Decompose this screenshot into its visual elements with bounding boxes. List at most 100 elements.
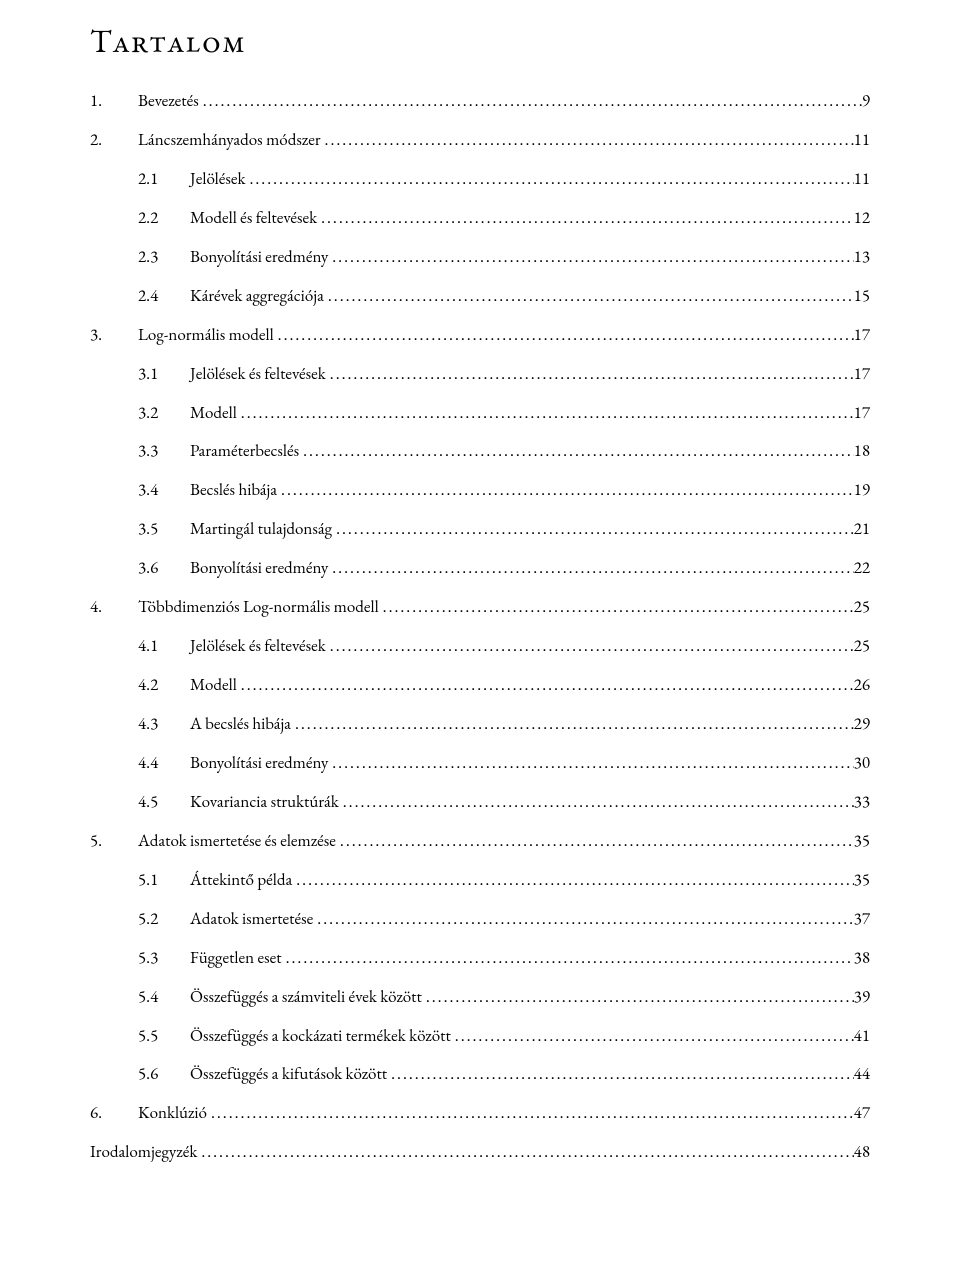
toc-entry-page: 21 (854, 518, 870, 541)
toc-leader-dots (282, 947, 854, 970)
toc-leader-dots (379, 596, 854, 619)
toc-entry[interactable]: 1.Bevezetés 9 (90, 90, 870, 113)
toc-entry-page: 22 (854, 557, 870, 580)
toc-entry-page: 18 (854, 440, 870, 463)
toc-entry-page: 12 (854, 207, 870, 230)
toc-entry-text: Jelölések és feltevések (190, 363, 326, 386)
toc-entry-page: 17 (854, 324, 870, 347)
toc-entry-page: 17 (854, 402, 870, 425)
toc-leader-dots (291, 713, 854, 736)
toc-leader-dots (317, 207, 854, 230)
toc-entry-page: 11 (854, 129, 870, 152)
toc-entry-text: Modell (190, 402, 237, 425)
toc-entry-page: 33 (854, 791, 870, 814)
toc-entry-text: Irodalomjegyzék (90, 1141, 197, 1164)
toc-entry-text: Bevezetés (138, 90, 199, 113)
toc-entry[interactable]: 2.1Jelölések11 (90, 168, 870, 191)
toc-entry-number: 5.2 (138, 908, 190, 931)
toc-entry-number: 3.4 (138, 479, 190, 502)
toc-entry-text: Jelölések (190, 168, 245, 191)
toc-entry[interactable]: Irodalomjegyzék48 (90, 1141, 870, 1164)
toc-entry[interactable]: 3.2Modell 17 (90, 402, 870, 425)
toc-entry-text: Összefüggés a kifutások között (190, 1063, 387, 1086)
toc-entry-number: 3.6 (138, 557, 190, 580)
toc-entry-number: 4.2 (138, 674, 190, 697)
toc-entry-number: 2.1 (138, 168, 190, 191)
toc-entry[interactable]: 5.Adatok ismertetése és elemzése35 (90, 830, 870, 853)
toc-entry[interactable]: 5.3Független eset38 (90, 947, 870, 970)
toc-entry[interactable]: 2.2Modell és feltevések 12 (90, 207, 870, 230)
toc-entry[interactable]: 4.3A becslés hibája29 (90, 713, 870, 736)
toc-entry-number: 2.2 (138, 207, 190, 230)
toc-leader-dots (328, 246, 853, 269)
toc-leader-dots (387, 1063, 854, 1086)
toc-entry[interactable]: 5.1Áttekintő példa35 (90, 869, 870, 892)
toc-entry[interactable]: 2.Láncszemhányados módszer11 (90, 129, 870, 152)
toc-entry-number: 3.2 (138, 402, 190, 425)
toc-entry-text: Konklúzió (138, 1102, 207, 1125)
toc-entry-text: Modell és feltevések (190, 207, 317, 230)
toc-leader-dots (299, 440, 854, 463)
toc-entry-page: 17 (854, 363, 870, 386)
toc-entry-text: Kárévek aggregációja (190, 285, 324, 308)
toc-entry-number: 3.1 (138, 363, 190, 386)
toc-entry-page: 25 (854, 635, 870, 658)
toc-entry[interactable]: 4.5Kovariancia struktúrák33 (90, 791, 870, 814)
toc-leader-dots (199, 90, 862, 113)
toc-entry-text: Jelölések és feltevések (190, 635, 326, 658)
toc-entry[interactable]: 5.4Összefüggés a számviteli évek között3… (90, 986, 870, 1009)
toc-entry[interactable]: 3.3Paraméterbecslés18 (90, 440, 870, 463)
toc-entry[interactable]: 3.1Jelölések és feltevések 17 (90, 363, 870, 386)
toc-entry-page: 13 (854, 246, 870, 269)
toc-entry-number: 3.5 (138, 518, 190, 541)
toc-entry-number: 4.1 (138, 635, 190, 658)
toc-leader-dots (292, 869, 853, 892)
toc-entry-text: Paraméterbecslés (190, 440, 299, 463)
toc-leader-dots (328, 752, 853, 775)
toc-entry-page: 9 (862, 90, 870, 113)
toc-entry-page: 41 (854, 1025, 870, 1048)
toc-entry[interactable]: 5.6Összefüggés a kifutások között44 (90, 1063, 870, 1086)
toc-leader-dots (332, 518, 854, 541)
toc-entry[interactable]: 2.3Bonyolítási eredmény13 (90, 246, 870, 269)
toc-entry-page: 39 (854, 986, 870, 1009)
toc-title: Tartalom (90, 20, 870, 62)
page: Tartalom 1.Bevezetés92.Láncszemhányados … (0, 0, 960, 1270)
toc-leader-dots (245, 168, 853, 191)
toc-entry-text: Független eset (190, 947, 282, 970)
toc-entry-text: Adatok ismertetése és elemzése (138, 830, 336, 853)
toc-leader-dots (313, 908, 853, 931)
toc-entry-number: 4. (90, 596, 138, 619)
toc-entry-text: Kovariancia struktúrák (190, 791, 339, 814)
toc-entry[interactable]: 2.4Kárévek aggregációja15 (90, 285, 870, 308)
toc-entry[interactable]: 5.5Összefüggés a kockázati termékek közö… (90, 1025, 870, 1048)
toc-entry-number: 5. (90, 830, 138, 853)
toc-leader-dots (237, 402, 854, 425)
toc-entry-text: Modell (190, 674, 237, 697)
toc-entry[interactable]: 4.4Bonyolítási eredmény30 (90, 752, 870, 775)
toc-entry-page: 25 (854, 596, 870, 619)
toc-leader-dots (451, 1025, 854, 1048)
toc-entry-page: 35 (854, 869, 870, 892)
toc-entry-text: Többdimenziós Log-normális modell (138, 596, 379, 619)
toc-entry-number: 5.3 (138, 947, 190, 970)
toc-entry[interactable]: 3.4Becslés hibája19 (90, 479, 870, 502)
toc-entry[interactable]: 4.2Modell 26 (90, 674, 870, 697)
toc-entry[interactable]: 4.Többdimenziós Log-normális modell 25 (90, 596, 870, 619)
toc-entry-page: 26 (854, 674, 870, 697)
toc-entry-number: 4.4 (138, 752, 190, 775)
toc-entry[interactable]: 3.6Bonyolítási eredmény22 (90, 557, 870, 580)
toc-entry-number: 4.3 (138, 713, 190, 736)
toc-leader-dots (328, 557, 853, 580)
toc-entry[interactable]: 4.1Jelölések és feltevések 25 (90, 635, 870, 658)
toc-entry[interactable]: 3.5Martingál tulajdonság21 (90, 518, 870, 541)
toc-entry[interactable]: 3.Log-normális modell17 (90, 324, 870, 347)
toc-entry-number: 5.6 (138, 1063, 190, 1086)
toc-entry[interactable]: 5.2Adatok ismertetése37 (90, 908, 870, 931)
toc-leader-dots (237, 674, 854, 697)
toc-entry-number: 1. (90, 90, 138, 113)
toc-entry-text: Láncszemhányados módszer (138, 129, 321, 152)
toc-entry-text: Bonyolítási eredmény (190, 752, 328, 775)
toc-leader-dots (274, 324, 854, 347)
toc-entry[interactable]: 6.Konklúzió47 (90, 1102, 870, 1125)
